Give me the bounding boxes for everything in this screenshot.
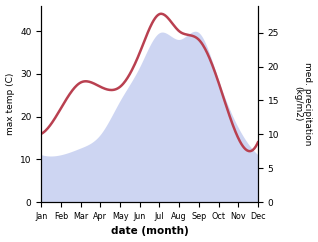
X-axis label: date (month): date (month) (111, 227, 189, 236)
Y-axis label: max temp (C): max temp (C) (5, 73, 15, 135)
Y-axis label: med. precipitation
(kg/m2): med. precipitation (kg/m2) (293, 62, 313, 145)
